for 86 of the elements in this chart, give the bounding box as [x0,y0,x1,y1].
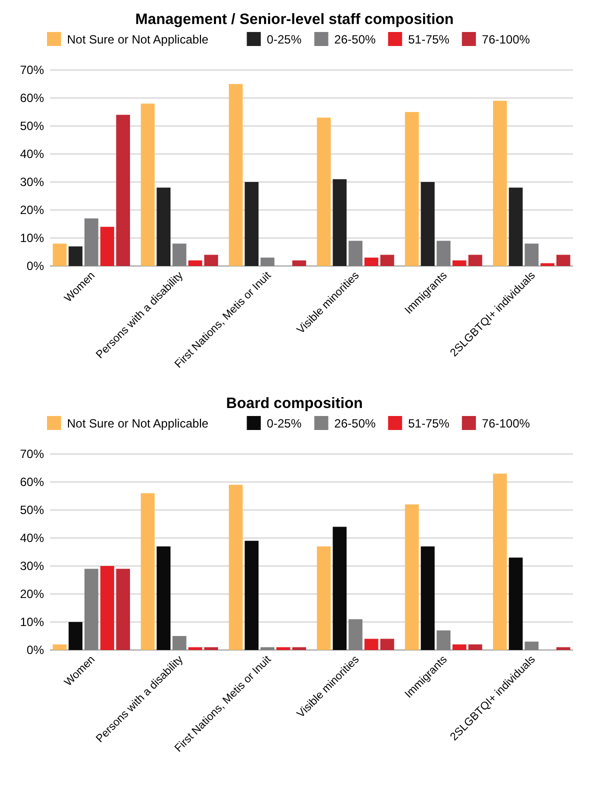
bar [540,263,554,266]
bar [188,647,202,650]
bar [244,540,259,650]
legend-label: Not Sure or Not Applicable [67,416,209,430]
legend-label: 26-50% [334,32,376,46]
bar [172,636,186,650]
bar [172,244,186,266]
y-tick-label: 30% [20,175,44,190]
bar [492,100,507,266]
bar [188,260,202,266]
bar [84,218,98,266]
bar [420,182,435,266]
bar [556,647,570,650]
y-tick-label: 10% [20,615,44,630]
bar [332,526,347,650]
bar [508,188,523,266]
bar [156,546,171,650]
y-tick-label: 50% [20,503,44,518]
legend-label: 76-100% [482,416,530,430]
bar [404,112,419,266]
bar [68,622,82,650]
bar [116,114,130,266]
bar [228,484,243,650]
bar [404,504,419,650]
bar [100,566,114,650]
bar [364,258,378,266]
bar [556,254,570,266]
bar [348,619,362,650]
bar [204,254,218,266]
bar [452,260,466,266]
y-tick-label: 30% [20,559,44,574]
bar [524,642,539,650]
y-tick-label: 0% [26,643,44,658]
bar [100,226,114,266]
bar [468,644,482,650]
y-tick-label: 70% [20,447,44,462]
bar [436,240,450,266]
bar [276,647,290,650]
bar [140,104,155,266]
y-tick-label: 70% [20,63,44,78]
y-tick-label: 20% [20,203,44,218]
bar [492,474,507,650]
chart-title: Board composition [226,395,363,412]
bar [436,630,450,650]
bar [204,647,218,650]
bar [292,260,306,266]
bar [508,558,523,650]
y-tick-label: 20% [20,587,44,602]
bar [156,188,171,266]
bar [452,644,466,650]
bar [52,244,67,266]
y-tick-label: 40% [20,531,44,546]
legend-label: 0-25% [266,416,302,430]
bar [380,254,394,266]
bar [524,244,539,266]
y-tick-label: 40% [20,147,44,162]
y-tick-label: 10% [20,231,44,246]
bar [332,179,347,266]
bar [140,493,155,650]
bar [380,638,394,650]
bar [116,568,130,650]
bar [68,246,82,266]
bar [292,647,306,650]
bar [316,118,331,266]
y-tick-label: 60% [20,475,44,490]
bar [468,254,482,266]
bar [244,182,259,266]
y-tick-label: 50% [20,119,44,134]
legend-label: 51-75% [408,416,450,430]
bar [348,240,362,266]
chart-title: Management / Senior-level staff composition [135,11,454,28]
bar [420,546,435,650]
legend-label: 76-100% [482,32,530,46]
bar [260,647,274,650]
bar [316,546,331,650]
bar [84,568,98,650]
bar [260,258,274,266]
bar [228,84,243,266]
bar [364,638,378,650]
legend-label: 0-25% [266,32,302,46]
legend-label: Not Sure or Not Applicable [67,32,209,46]
y-tick-label: 60% [20,91,44,106]
y-tick-label: 0% [26,259,44,274]
bar [52,644,67,650]
legend-label: 26-50% [334,416,376,430]
legend-label: 51-75% [408,32,450,46]
